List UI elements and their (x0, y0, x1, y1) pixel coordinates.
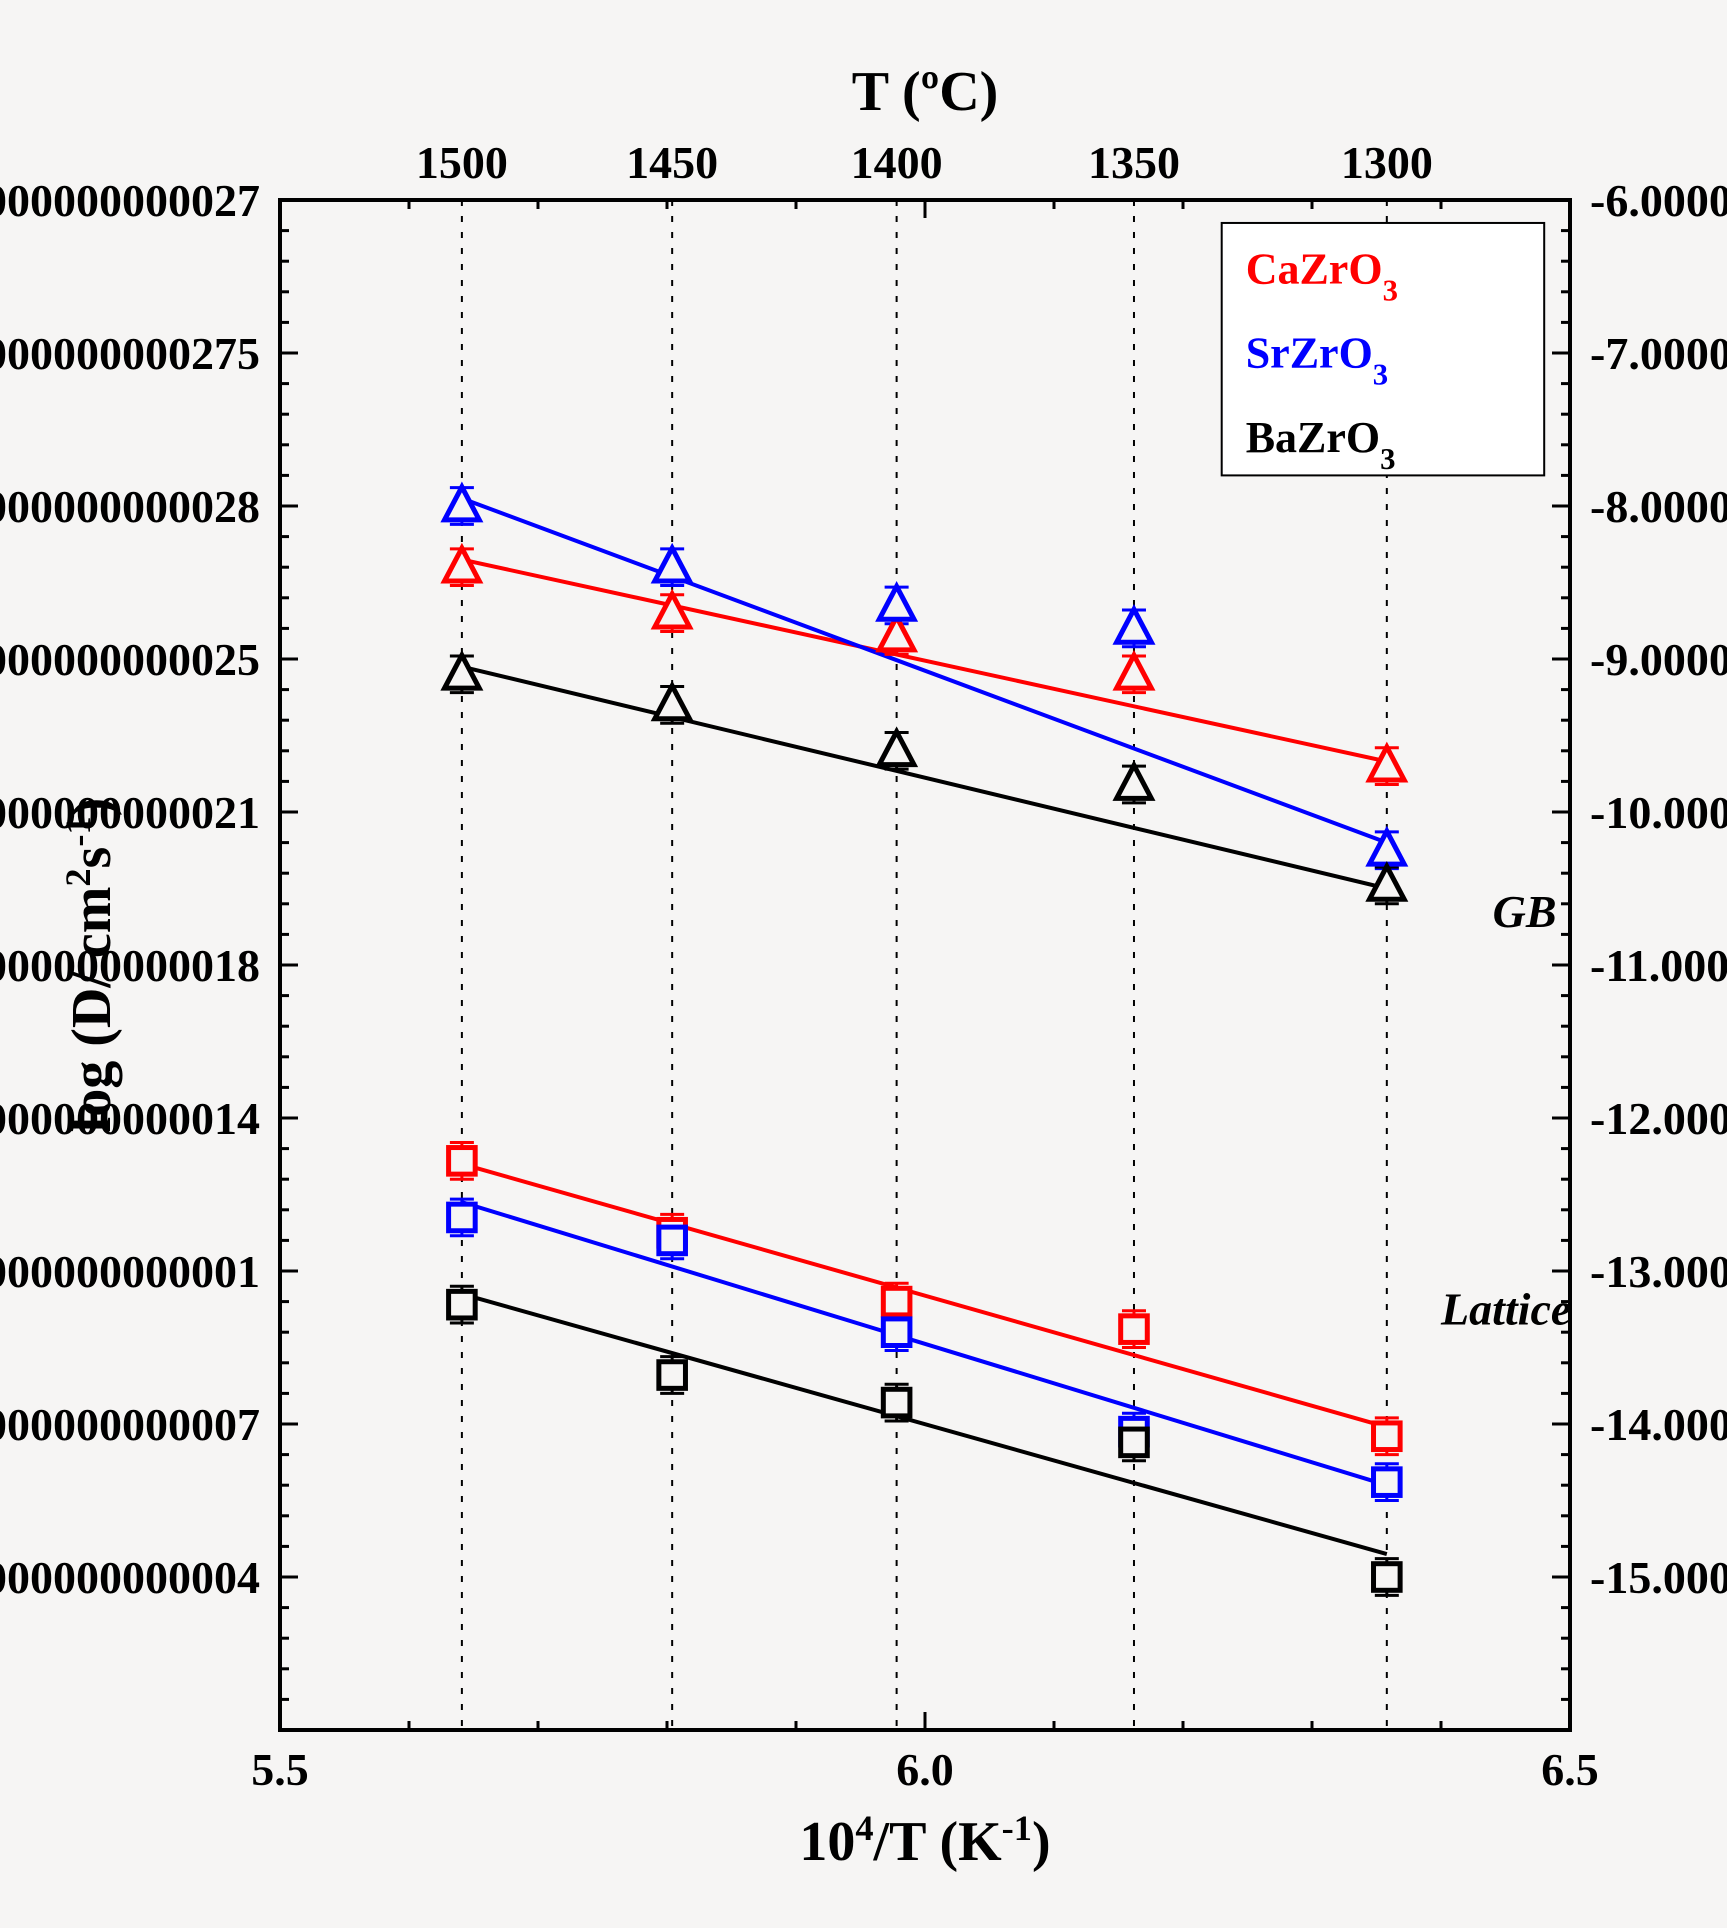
svg-text:-11.000000000000018: -11.000000000000018 (1590, 940, 1727, 991)
svg-text:1350: 1350 (1088, 137, 1180, 188)
svg-text:1450: 1450 (626, 137, 718, 188)
svg-text:-14.000000000000007: -14.000000000000007 (1590, 1399, 1727, 1450)
svg-text:1500: 1500 (416, 137, 508, 188)
svg-text:-15.000000000000004: -15.000000000000004 (0, 1552, 260, 1603)
svg-text:-12.000000000000014: -12.000000000000014 (1590, 1093, 1727, 1144)
svg-text:-8.000000000000028: -8.000000000000028 (0, 481, 260, 532)
arrhenius-plot: 5.56.06.5104/T (K-1)15001450140013501300… (0, 0, 1727, 1928)
svg-text:-7.0000000000000275: -7.0000000000000275 (0, 328, 260, 379)
svg-text:-9.000000000000025: -9.000000000000025 (1590, 634, 1727, 685)
svg-text:6.0: 6.0 (896, 1744, 954, 1795)
svg-text:1400: 1400 (851, 137, 943, 188)
svg-text:5.5: 5.5 (251, 1744, 309, 1795)
svg-text:1300: 1300 (1341, 137, 1433, 188)
svg-text:-15.000000000000004: -15.000000000000004 (1590, 1552, 1727, 1603)
svg-text:-6.000000000000027: -6.000000000000027 (0, 175, 260, 226)
svg-text:-11.000000000000018: -11.000000000000018 (0, 940, 260, 991)
svg-text:T (ºC): T (ºC) (852, 61, 999, 123)
svg-text:-9.000000000000025: -9.000000000000025 (0, 634, 260, 685)
svg-text:Lattice: Lattice (1440, 1284, 1571, 1335)
svg-text:-12.000000000000014: -12.000000000000014 (0, 1093, 260, 1144)
svg-text:-8.000000000000028: -8.000000000000028 (1590, 481, 1727, 532)
svg-text:GB: GB (1493, 886, 1557, 937)
svg-text:-10.000000000000021: -10.000000000000021 (0, 787, 260, 838)
svg-text:-14.000000000000007: -14.000000000000007 (0, 1399, 260, 1450)
svg-text:-6.000000000000027: -6.000000000000027 (1590, 175, 1727, 226)
svg-text:-13.00000000000001: -13.00000000000001 (0, 1246, 260, 1297)
svg-text:6.5: 6.5 (1541, 1744, 1599, 1795)
svg-text:log (D/ cm2s-1): log (D/ cm2s-1) (58, 798, 123, 1133)
svg-text:-10.000000000000021: -10.000000000000021 (1590, 787, 1727, 838)
svg-text:-13.00000000000001: -13.00000000000001 (1590, 1246, 1727, 1297)
svg-text:-7.0000000000000275: -7.0000000000000275 (1590, 328, 1727, 379)
